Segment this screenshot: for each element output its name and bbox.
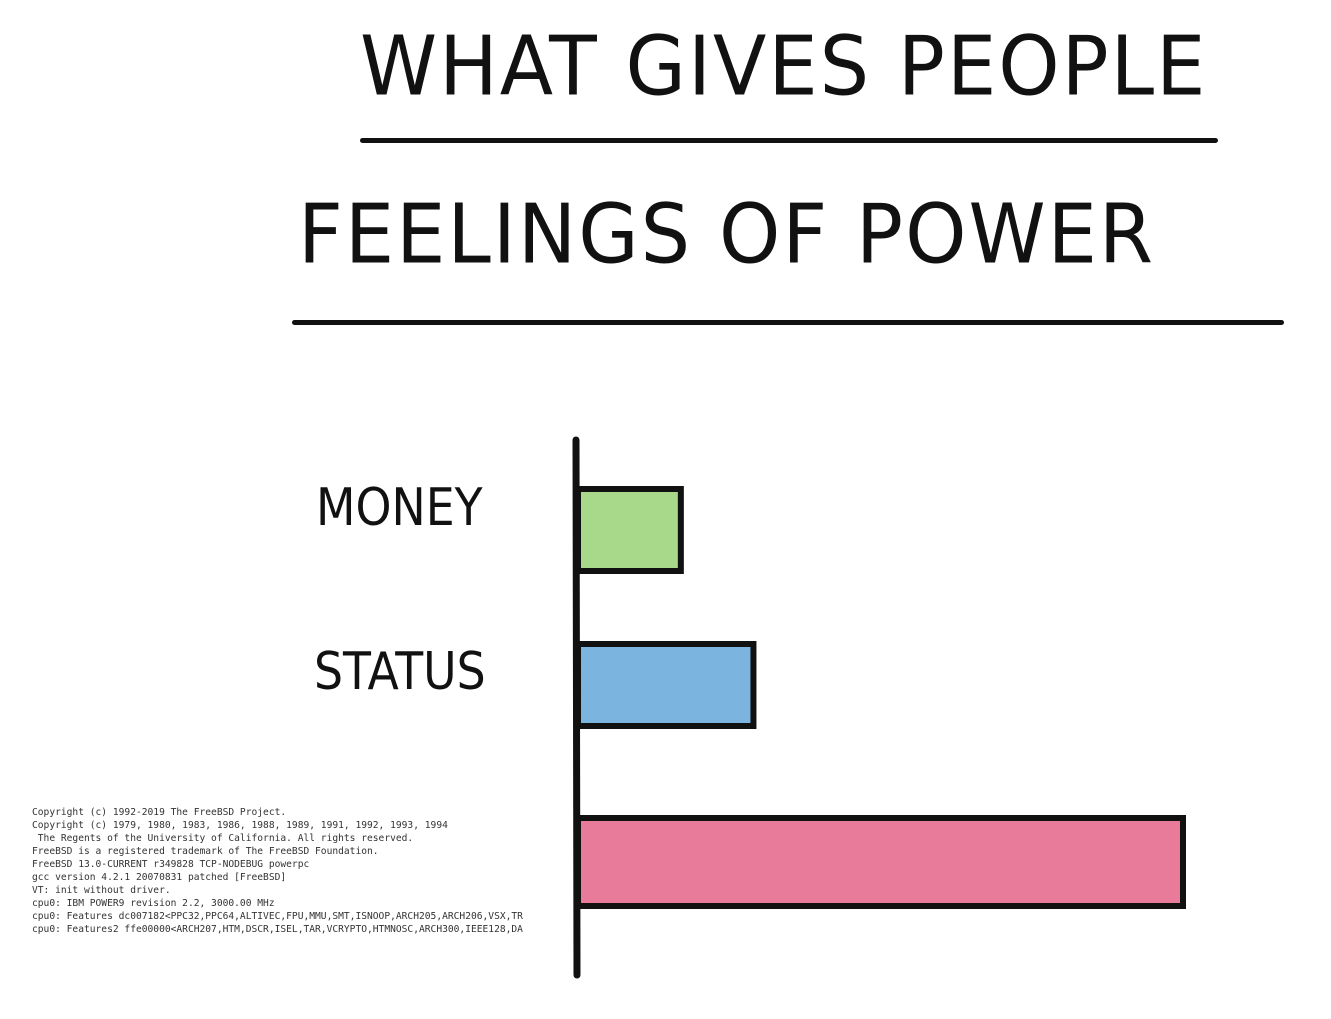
boot-log-line: cpu0: Features dc007182<PPC32,PPC64,ALTI… [32, 911, 523, 922]
boot-log: Copyright (c) 1992-2019 The FreeBSD Proj… [32, 793, 523, 949]
category-label-money: MONEY [316, 478, 483, 538]
boot-log-line: FreeBSD 13.0-CURRENT r349828 TCP-NODEBUG… [32, 859, 310, 870]
bar-unlabeled [575, 815, 1186, 909]
y-axis-line [572, 436, 581, 979]
boot-log-line: Copyright (c) 1992-2019 The FreeBSD Proj… [32, 807, 287, 818]
title-underline-1 [360, 138, 1218, 143]
bar-status [575, 641, 757, 729]
boot-log-line: gcc version 4.2.1 20070831 patched [Free… [32, 872, 287, 883]
boot-log-line: Copyright (c) 1979, 1980, 1983, 1986, 19… [32, 820, 448, 831]
boot-log-line: The Regents of the University of Califor… [32, 833, 414, 844]
boot-log-line: FreeBSD is a registered trademark of The… [32, 846, 379, 857]
bar-money [575, 486, 684, 574]
category-label-status: STATUS [314, 642, 486, 702]
chart-title-line-1: WHAT GIVES PEOPLE [360, 19, 1208, 115]
boot-log-line: cpu0: IBM POWER9 revision 2.2, 3000.00 M… [32, 898, 275, 909]
boot-log-line: VT: init without driver. [32, 885, 171, 896]
boot-log-line: cpu0: Features2 ffe00000<ARCH207,HTM,DSC… [32, 924, 523, 935]
chart-title-line-2: FEELINGS OF POWER [298, 187, 1156, 283]
title-underline-2 [292, 320, 1284, 325]
